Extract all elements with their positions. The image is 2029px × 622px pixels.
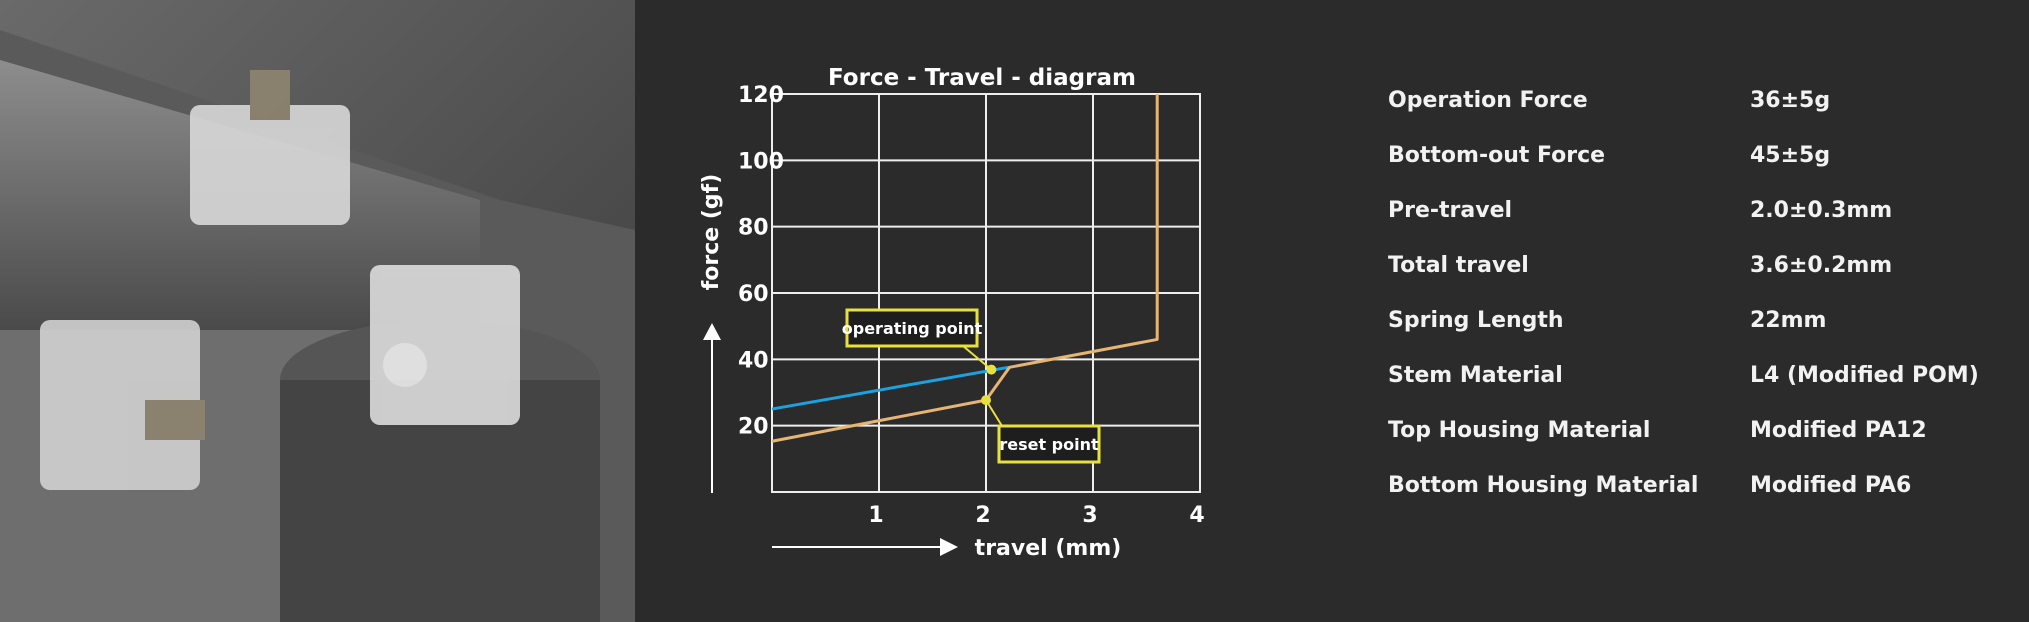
annotation-box [845, 308, 979, 348]
y-tick-label: 120 [738, 83, 784, 108]
series-lines [771, 94, 1159, 443]
x-tick-label: 3 [1082, 503, 1097, 528]
product-photo [0, 0, 635, 622]
switch-3 [370, 265, 520, 425]
annotation-point [981, 395, 991, 406]
spec-label: Bottom Housing Material [1388, 473, 1699, 498]
y-tick-label: 40 [738, 348, 769, 373]
spec-value: 45±5g [1750, 143, 1831, 168]
x-tick-label: 2 [975, 503, 990, 528]
y-axis-arrow [703, 323, 721, 493]
x-axis-arrow [772, 538, 958, 556]
spec-label: Operation Force [1388, 88, 1588, 113]
annotation-point [986, 364, 997, 375]
x-tick-label: 4 [1189, 503, 1204, 528]
spec-label: Stem Material [1388, 363, 1563, 388]
chart-title: Force - Travel - diagram [828, 65, 1136, 91]
y-tick-label: 80 [738, 216, 769, 241]
spec-value: 22mm [1750, 308, 1827, 333]
spec-label: Pre-travel [1388, 198, 1513, 223]
spec-value: 3.6±0.2mm [1750, 253, 1893, 278]
spec-label: Spring Length [1388, 308, 1564, 333]
switch-1 [190, 70, 350, 225]
spec-value: Modified PA12 [1750, 418, 1927, 443]
spec-value: 36±5g [1750, 88, 1831, 113]
x-axis-label: travel (mm) [975, 536, 1122, 561]
annotation-label: operating point [842, 319, 983, 338]
spec-label: Total travel [1388, 253, 1529, 278]
annotation-leader [985, 399, 1003, 427]
switch-2 [40, 320, 205, 490]
grid [771, 93, 1201, 493]
y-tick-label: 100 [738, 149, 784, 174]
y-tick-label: 20 [738, 415, 769, 440]
annotation-box [997, 424, 1101, 464]
y-axis-label: force (gf) [699, 174, 724, 291]
spec-value: 2.0±0.3mm [1750, 198, 1893, 223]
spec-value: Modified PA6 [1750, 473, 1912, 498]
spec-label: Top Housing Material [1388, 418, 1651, 443]
annotations: operating point reset point [842, 308, 1101, 464]
x-tick-label: 1 [868, 503, 883, 528]
series-line-1 [771, 94, 1159, 443]
spec-label: Bottom-out Force [1388, 143, 1606, 168]
annotation-label: reset point [999, 435, 1099, 454]
spec-value: L4 (Modified POM) [1750, 363, 1979, 388]
y-tick-label: 60 [738, 282, 769, 307]
annotation-leader [962, 345, 992, 371]
tick-labels: 1 2 3 4 20 40 60 80 100 120 [738, 83, 1205, 528]
series-line-0 [771, 365, 1009, 411]
